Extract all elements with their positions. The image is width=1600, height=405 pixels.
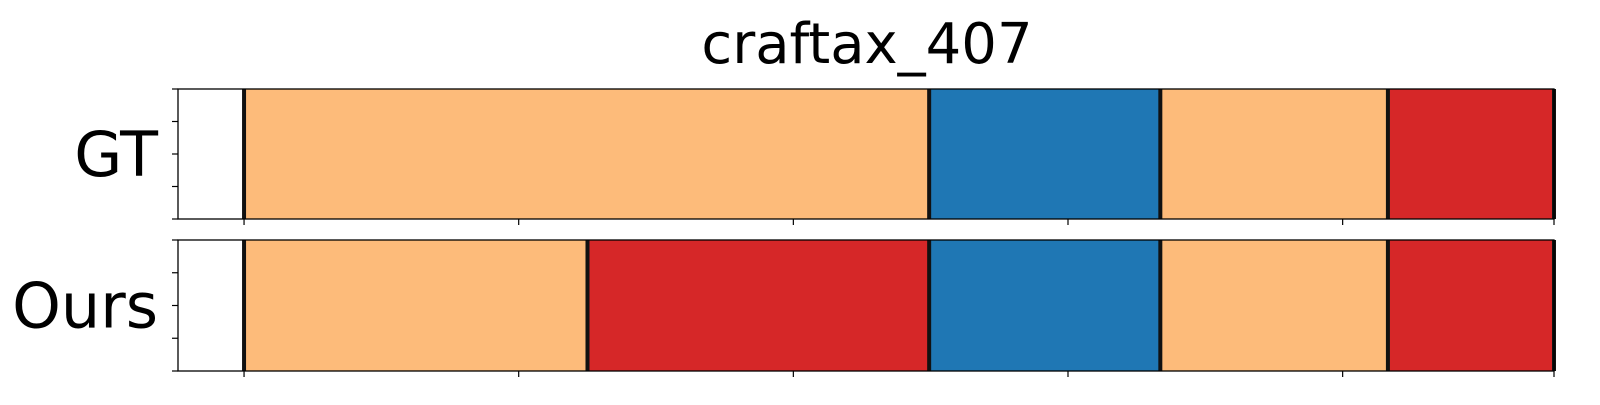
- segment-gt-1: [244, 89, 930, 219]
- row-label-ours: Ours: [12, 270, 158, 343]
- panel-ours: Ours: [12, 239, 1556, 377]
- chart-title: craftax_407: [701, 12, 1032, 77]
- segment-gt-4: [1387, 89, 1554, 219]
- row-label-gt: GT: [74, 118, 159, 191]
- segment-gt-2: [929, 89, 1161, 219]
- panels: GT Ours: [12, 88, 1556, 377]
- segment-ours-5: [1387, 240, 1554, 371]
- segment-gt-3: [1160, 89, 1388, 219]
- segment-ours-1: [244, 240, 588, 371]
- segment-ours-2: [587, 240, 930, 371]
- panel-gt: GT: [74, 88, 1556, 225]
- segment-ours-4: [1160, 240, 1388, 371]
- segment-ours-3: [929, 240, 1161, 371]
